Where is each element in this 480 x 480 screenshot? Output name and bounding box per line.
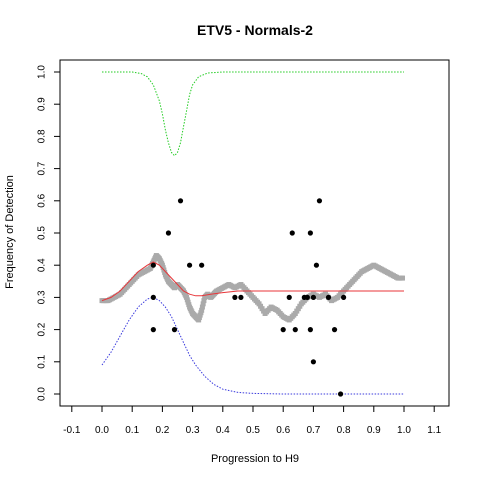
x-tick-label: 0.7 (306, 425, 320, 436)
data-point (341, 294, 347, 300)
x-tick-label: 0.6 (276, 425, 290, 436)
x-tick-label: 1.0 (397, 425, 411, 436)
data-layer (99, 71, 405, 397)
y-tick-label: 0.3 (37, 290, 48, 304)
gray-trace-point (201, 298, 207, 304)
data-point (292, 327, 298, 333)
data-point (165, 230, 172, 236)
x-tick-label: 0.0 (95, 425, 109, 436)
y-tick-label: 0.1 (37, 354, 48, 368)
data-point (186, 262, 193, 268)
plot-frame (59, 59, 450, 407)
series-line-4 (102, 71, 404, 157)
y-axis-label: Frequency of Detection (4, 175, 16, 289)
y-tick-label: 0.8 (37, 129, 48, 143)
data-point (313, 262, 320, 268)
x-tick-label: 0.8 (337, 425, 351, 436)
axes-layer: -0.1 0.0 0.1 0.2 0.3 0.4 0.5 0.6 0.7 0.8 0.9 1.0 1.1… (37, 65, 442, 436)
y-tick-label: 0.2 (37, 322, 48, 336)
data-point (304, 294, 310, 300)
data-point (310, 294, 316, 300)
x-axis-label: Progression to H9 (211, 453, 299, 465)
y-tick-label: 0.5 (37, 226, 48, 240)
data-point (150, 294, 156, 300)
gray-trace-point (199, 307, 205, 313)
x-tick-label: 0.4 (216, 425, 230, 436)
data-point (316, 198, 323, 204)
y-tick-label: 0.7 (37, 161, 48, 175)
data-point (177, 198, 184, 204)
data-point (150, 327, 156, 333)
data-point (331, 327, 338, 333)
data-point (232, 294, 238, 300)
series-line-2 (101, 261, 404, 302)
x-tick-label: 0.9 (367, 425, 381, 436)
x-tick-label: 0.5 (246, 425, 260, 436)
y-tick-label: 0.4 (37, 258, 48, 272)
gray-trace-point (399, 275, 405, 281)
y-tick-label: 1.0 (37, 65, 48, 79)
chart-title: ETV5 - Normals-2 (197, 22, 313, 38)
gray-trace-point (200, 301, 206, 307)
x-tick-label: 0.1 (125, 425, 139, 436)
x-tick-label: 1.1 (427, 425, 441, 436)
data-point (286, 294, 292, 300)
data-point (307, 327, 313, 333)
data-point (171, 327, 178, 333)
data-point (238, 294, 244, 300)
data-point (150, 262, 156, 268)
data-point (310, 359, 316, 365)
data-point (337, 391, 344, 397)
series-line-3 (101, 296, 404, 395)
y-tick-label: 0.0 (37, 387, 48, 401)
y-tick-label: 0.6 (37, 193, 48, 207)
y-tick-label: 0.9 (37, 97, 48, 111)
data-point (325, 294, 332, 300)
gray-trace-point (199, 304, 205, 310)
x-tick-label: 0.2 (155, 425, 169, 436)
data-point (289, 230, 295, 236)
data-point (199, 262, 205, 268)
x-tick-label: -0.1 (63, 425, 81, 436)
x-tick-label: 0.3 (186, 425, 200, 436)
data-point (280, 327, 286, 333)
data-point (307, 230, 313, 236)
